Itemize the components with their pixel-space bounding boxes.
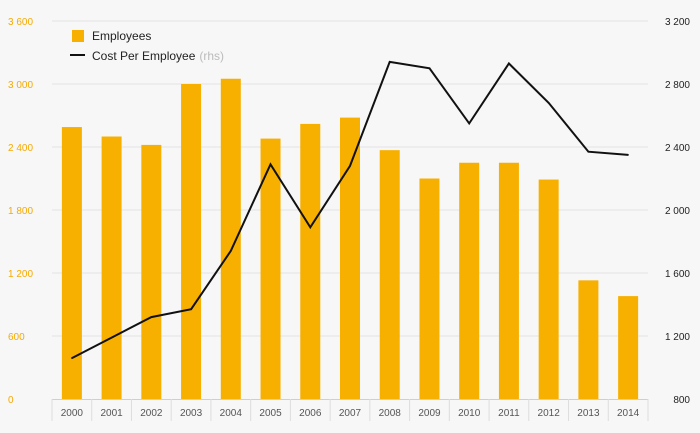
x-tick-label-2007: 2007 — [339, 408, 362, 419]
point-cost-2005 — [269, 163, 272, 166]
left-tick-label: 3 000 — [8, 80, 33, 91]
x-tick-label-2014: 2014 — [617, 408, 640, 419]
x-tick-label-2002: 2002 — [140, 408, 163, 419]
point-cost-2000 — [71, 357, 73, 359]
bar-employees-2011 — [498, 162, 519, 399]
left-axis-ticks: 0 600 1 200 1 800 2 400 3 000 3 600 — [8, 17, 33, 406]
x-tick-label-2009: 2009 — [418, 408, 441, 419]
legend-employees-label: Employees — [92, 29, 151, 43]
legend-cost-label: Cost Per Employee (rhs) — [92, 49, 224, 63]
x-tick-label-2012: 2012 — [538, 408, 561, 419]
bar-employees-2007 — [340, 117, 360, 399]
employees-bars — [61, 78, 639, 400]
left-tick-label: 600 — [8, 332, 25, 343]
bar-employees-2004 — [220, 78, 241, 399]
left-tick-label: 2 400 — [8, 143, 33, 154]
point-cost-2004 — [230, 250, 232, 252]
right-tick-label: 2 800 — [665, 80, 690, 91]
point-cost-2003 — [190, 308, 192, 311]
bar-employees-2014 — [618, 296, 639, 399]
point-cost-2012 — [547, 102, 550, 104]
x-axis-ticks: 2000 2001 2002 2003 2004 2005 2006 2007 2008 2009… — [51, 399, 649, 421]
right-tick-label: 3 200 — [665, 17, 690, 28]
bar-employees-2005 — [260, 138, 281, 399]
x-tick-label-2006: 2006 — [299, 408, 322, 419]
bar-employees-2012 — [538, 179, 559, 399]
point-cost-2008 — [388, 61, 391, 63]
right-tick-label: 1 200 — [665, 332, 690, 343]
x-tick-label-2008: 2008 — [379, 408, 402, 419]
right-tick-label: 2 000 — [665, 206, 690, 217]
x-tick-label-2005: 2005 — [259, 408, 282, 419]
right-tick-label: 800 — [673, 395, 690, 406]
point-cost-2013 — [587, 150, 590, 153]
x-tick-label-2011: 2011 — [498, 408, 520, 419]
bar-employees-2010 — [459, 162, 480, 399]
right-tick-label: 1 600 — [665, 269, 690, 280]
legend-employees-swatch — [72, 30, 84, 42]
point-cost-2007 — [349, 165, 351, 167]
point-cost-2006 — [309, 226, 312, 229]
x-tick-label-2003: 2003 — [180, 408, 203, 419]
x-tick-label-2001: 2001 — [100, 408, 123, 419]
bar-employees-2001 — [101, 136, 122, 399]
point-cost-2009 — [428, 67, 431, 70]
point-cost-2011 — [508, 62, 510, 65]
point-cost-2001 — [110, 336, 113, 339]
right-axis-ticks: 800 1 200 1 600 2 000 2 400 2 800 3 200 — [665, 17, 690, 406]
right-tick-label: 2 400 — [665, 143, 690, 154]
bar-employees-2009 — [419, 178, 440, 399]
bar-employees-2000 — [61, 127, 82, 400]
legend-rhs-note: (rhs) — [199, 49, 224, 63]
left-tick-label: 1 200 — [8, 269, 33, 280]
x-tick-label-2013: 2013 — [577, 408, 600, 419]
point-cost-2014 — [627, 154, 629, 156]
left-tick-label: 0 — [8, 395, 14, 406]
cost-per-employee-line-layer — [71, 60, 629, 359]
bar-employees-2002 — [141, 144, 162, 399]
bar-employees-2013 — [578, 280, 599, 399]
x-tick-label-2010: 2010 — [458, 408, 481, 419]
point-cost-2010 — [468, 122, 471, 125]
left-tick-label: 3 600 — [8, 17, 33, 28]
x-tick-label-2004: 2004 — [220, 408, 243, 419]
x-tick-label-2000: 2000 — [61, 408, 84, 419]
left-tick-label: 1 800 — [8, 206, 33, 217]
point-cost-2002 — [150, 316, 153, 318]
legend: Employees Cost Per Employee (rhs) — [70, 29, 224, 63]
bar-employees-2006 — [300, 123, 321, 400]
legend-cost-name: Cost Per Employee — [92, 49, 196, 63]
bar-employees-2008 — [379, 150, 400, 399]
bar-employees-2003 — [181, 84, 202, 399]
